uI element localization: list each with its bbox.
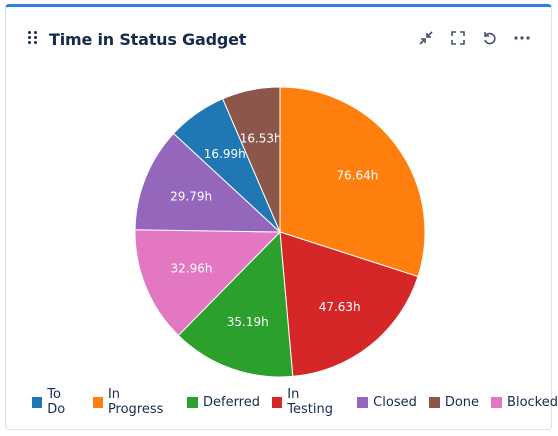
legend-label: In Progress — [107, 387, 164, 417]
legend-swatch — [92, 396, 103, 408]
slice-label-deferred: 35.19h — [227, 315, 269, 329]
slice-label-done: 16.53h — [240, 131, 282, 145]
slice-label-in-testing: 47.63h — [319, 300, 361, 314]
legend-swatch — [272, 396, 283, 408]
legend-swatch — [428, 396, 440, 408]
chart-legend: To Do In Progress Deferred In Testing Closed… — [32, 387, 558, 417]
refresh-icon[interactable] — [481, 29, 499, 47]
legend-item-closed[interactable]: Closed — [357, 387, 417, 417]
legend-swatch — [491, 396, 503, 408]
legend-label: Blocked — [507, 394, 558, 410]
slice-label-to-do: 16.99h — [204, 147, 246, 161]
legend-item-to-do[interactable]: To Do — [32, 387, 81, 417]
legend-swatch — [186, 396, 198, 408]
legend-label: In Testing — [287, 387, 333, 417]
legend-item-in-testing[interactable]: In Testing — [272, 387, 345, 417]
pie-slice-deferred[interactable] — [177, 230, 294, 378]
legend-swatch — [357, 396, 369, 408]
legend-item-in-progress[interactable]: In Progress — [92, 387, 175, 417]
legend-item-deferred[interactable]: Deferred — [186, 387, 260, 417]
pie-slice-done[interactable] — [222, 86, 281, 233]
gadget-header: Time in Status Gadget — [6, 7, 551, 49]
fullscreen-icon[interactable] — [449, 29, 467, 47]
slice-label-blocked: 32.96h — [170, 261, 212, 275]
legend-item-blocked[interactable]: Blocked — [491, 387, 558, 417]
legend-label: To Do — [47, 387, 66, 417]
pie-slice-closed[interactable] — [134, 132, 282, 233]
legend-swatch — [32, 396, 43, 408]
pie-slice-in-testing[interactable] — [279, 231, 419, 377]
pie-slice-in-progress[interactable] — [279, 86, 426, 278]
more-icon[interactable] — [513, 29, 531, 47]
pie-slice-blocked[interactable] — [134, 229, 282, 337]
slice-label-in-progress: 76.64h — [336, 169, 378, 183]
slice-label-closed: 29.79h — [170, 189, 212, 203]
drag-handle-icon[interactable] — [28, 31, 38, 47]
legend-item-done[interactable]: Done — [428, 387, 480, 417]
legend-label: Closed — [373, 394, 417, 410]
gadget-actions — [417, 29, 531, 47]
legend-label: Deferred — [202, 394, 260, 410]
gadget-title: Time in Status Gadget — [49, 30, 247, 49]
legend-label: Done — [444, 394, 480, 410]
minimize-icon[interactable] — [417, 29, 435, 47]
